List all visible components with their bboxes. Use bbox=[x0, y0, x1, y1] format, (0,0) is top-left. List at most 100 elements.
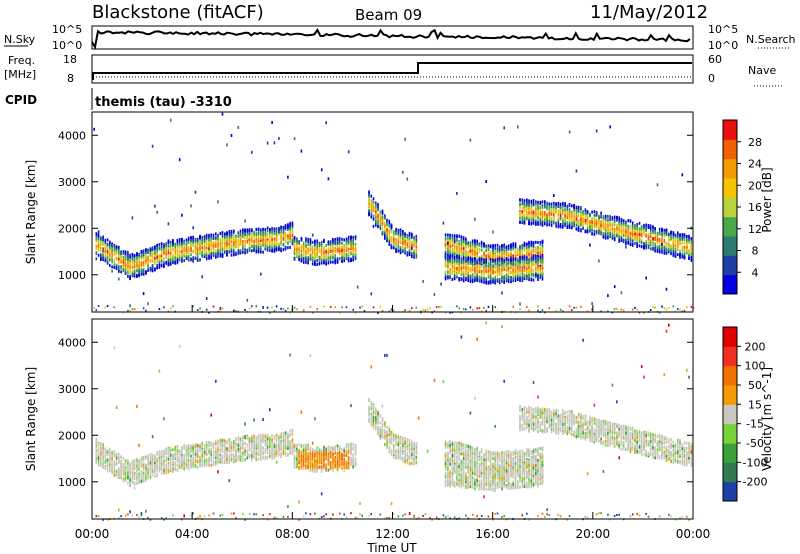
data-cell bbox=[566, 209, 569, 213]
data-cell bbox=[402, 170, 404, 174]
data-cell bbox=[201, 275, 203, 279]
data-cell bbox=[318, 244, 321, 248]
data-cell bbox=[377, 222, 379, 226]
data-cell bbox=[501, 269, 503, 273]
data-cell bbox=[154, 256, 156, 260]
data-cell bbox=[230, 249, 233, 253]
data-cell bbox=[530, 214, 533, 218]
data-cell bbox=[102, 235, 104, 239]
data-cell bbox=[158, 260, 161, 264]
data-cell bbox=[571, 204, 573, 208]
data-cell bbox=[338, 249, 341, 253]
data-cell bbox=[523, 214, 526, 217]
data-cell bbox=[269, 231, 271, 235]
data-cell bbox=[140, 262, 143, 266]
data-cell bbox=[192, 257, 194, 261]
data-cell bbox=[368, 213, 370, 217]
data-cell bbox=[323, 247, 325, 251]
data-cell bbox=[192, 239, 194, 243]
data-cell bbox=[253, 241, 255, 245]
data-cell bbox=[181, 249, 183, 253]
data-cell bbox=[602, 235, 605, 239]
data-cell bbox=[296, 245, 298, 249]
data-cell bbox=[480, 240, 483, 244]
data-cell bbox=[242, 242, 244, 246]
data-cell bbox=[172, 254, 174, 258]
data-cell bbox=[586, 310, 589, 313]
data-cell bbox=[530, 208, 533, 211]
data-cell bbox=[239, 242, 242, 246]
data-cell bbox=[449, 276, 451, 280]
data-cell bbox=[471, 278, 474, 282]
data-cell bbox=[456, 242, 458, 245]
data-cell bbox=[266, 226, 269, 230]
data-cell bbox=[377, 225, 379, 229]
data-cell bbox=[535, 205, 537, 209]
data-cell bbox=[413, 248, 415, 252]
data-cell bbox=[219, 253, 222, 257]
data-cell bbox=[480, 269, 483, 273]
data-cell bbox=[584, 218, 587, 222]
data-cell bbox=[521, 206, 524, 210]
data-cell bbox=[242, 232, 244, 235]
data-cell bbox=[151, 251, 154, 255]
data-cell bbox=[278, 232, 280, 236]
data-cell bbox=[165, 261, 167, 265]
data-cell bbox=[122, 250, 125, 254]
data-cell bbox=[316, 308, 318, 311]
data-cell bbox=[510, 245, 512, 249]
data-cell bbox=[178, 250, 181, 254]
data-cell bbox=[287, 307, 289, 310]
data-cell bbox=[377, 208, 379, 212]
data-cell bbox=[539, 246, 542, 250]
data-cell bbox=[377, 202, 379, 206]
data-cell bbox=[483, 261, 485, 265]
data-cell bbox=[309, 248, 312, 252]
data-cell bbox=[571, 217, 573, 221]
data-cell bbox=[253, 248, 255, 252]
data-cell bbox=[142, 292, 145, 296]
data-cell bbox=[462, 245, 465, 249]
data-cell bbox=[492, 280, 494, 284]
data-cell bbox=[458, 242, 460, 246]
data-cell bbox=[309, 305, 312, 308]
data-cell bbox=[530, 212, 533, 216]
data-cell bbox=[163, 246, 165, 250]
data-cell bbox=[532, 221, 535, 225]
data-cell bbox=[156, 249, 158, 253]
data-cell bbox=[501, 291, 503, 295]
data-cell bbox=[584, 208, 587, 212]
data-cell bbox=[519, 198, 521, 202]
data-cell bbox=[314, 240, 316, 244]
data-cell bbox=[571, 219, 573, 223]
data-cell bbox=[106, 238, 109, 242]
data-cell bbox=[327, 257, 330, 261]
data-cell bbox=[115, 257, 118, 261]
data-cell bbox=[390, 237, 393, 241]
data-cell bbox=[555, 206, 557, 210]
data-cell bbox=[532, 254, 535, 258]
data-cell bbox=[210, 248, 212, 252]
data-cell bbox=[228, 248, 231, 252]
data-cell bbox=[602, 219, 605, 223]
data-cell bbox=[492, 267, 494, 271]
data-cell bbox=[505, 267, 508, 271]
data-cell bbox=[586, 210, 589, 214]
data-cell bbox=[345, 242, 348, 246]
data-cell bbox=[293, 306, 296, 309]
data-cell bbox=[447, 264, 449, 268]
data-cell bbox=[320, 242, 323, 246]
data-cell bbox=[492, 255, 494, 259]
data-cell bbox=[377, 219, 379, 223]
data-cell bbox=[300, 255, 303, 259]
data-cell bbox=[228, 244, 231, 248]
data-cell bbox=[462, 259, 465, 263]
data-cell bbox=[287, 234, 289, 238]
data-cell bbox=[201, 235, 203, 239]
data-cell bbox=[539, 242, 542, 246]
data-cell bbox=[582, 211, 584, 215]
data-cell bbox=[154, 245, 156, 249]
data-cell bbox=[293, 239, 296, 243]
data-cell bbox=[496, 261, 499, 265]
data-cell bbox=[266, 245, 269, 248]
